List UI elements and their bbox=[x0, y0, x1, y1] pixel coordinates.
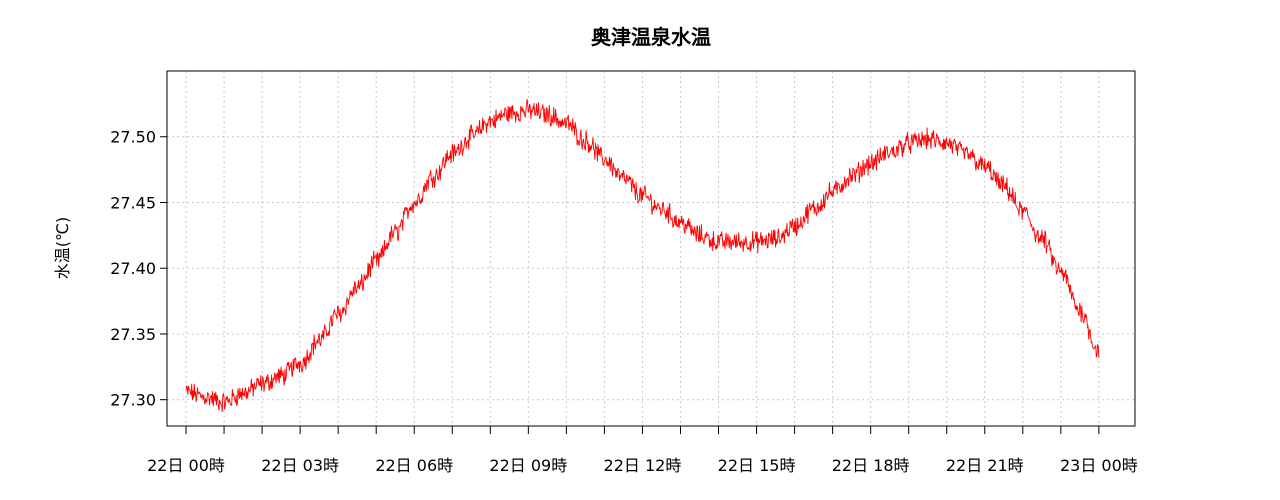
plot-frame bbox=[166, 70, 1136, 427]
chart-title: 奥津温泉水温 bbox=[591, 25, 711, 49]
x-tick-label: 22日 00時 bbox=[147, 456, 225, 475]
x-tick-label: 22日 12時 bbox=[604, 456, 682, 475]
x-tick-label: 22日 21時 bbox=[946, 456, 1024, 475]
x-tick-label: 22日 18時 bbox=[832, 456, 910, 475]
x-tick-label: 23日 00時 bbox=[1060, 456, 1138, 475]
series-layer bbox=[185, 98, 1100, 413]
x-tick-label: 22日 09時 bbox=[489, 456, 567, 475]
x-tick-label: 22日 03時 bbox=[261, 456, 339, 475]
series-line bbox=[185, 98, 1100, 413]
y-tick-label: 27.40 bbox=[110, 259, 156, 278]
grid bbox=[167, 71, 1135, 426]
y-axis-label: 水温(℃) bbox=[53, 217, 72, 279]
x-tick-label: 22日 15時 bbox=[718, 456, 796, 475]
x-axis: 22日 00時 22日 03時 22日 06時 22日 09時 22日 12時 22日 1… bbox=[147, 426, 1138, 475]
y-tick-label: 27.45 bbox=[110, 193, 156, 212]
y-tick-label: 27.30 bbox=[110, 391, 156, 410]
y-tick-label: 27.50 bbox=[110, 128, 156, 147]
y-axis: 27.30 27.35 27.40 27.45 27.50 bbox=[110, 128, 167, 410]
x-tick-label: 22日 06時 bbox=[375, 456, 453, 475]
y-tick-label: 27.35 bbox=[110, 325, 156, 344]
